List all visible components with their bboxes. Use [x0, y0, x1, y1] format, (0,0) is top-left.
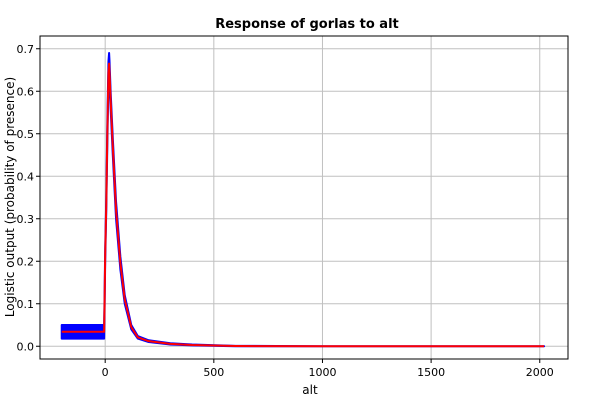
x-tick-label-0: 0 — [102, 366, 109, 379]
x-tick-label-3: 1500 — [417, 366, 445, 379]
mean-response-line-0 — [61, 62, 545, 348]
x-tick-label-2: 1000 — [308, 366, 336, 379]
mean-response-layer — [61, 62, 545, 348]
x-tick-label-1: 500 — [203, 366, 224, 379]
x-axis-label: alt — [302, 383, 318, 397]
y-tick-label-7: 0.7 — [17, 43, 35, 56]
y-tick-label-6: 0.6 — [17, 85, 35, 98]
y-tick-label-0: 0.0 — [17, 340, 35, 353]
x-tick-label-4: 2000 — [526, 366, 554, 379]
y-tick-label-1: 0.1 — [17, 298, 35, 311]
y-tick-label-4: 0.4 — [17, 170, 35, 183]
chart-title: Response of gorlas to alt — [215, 17, 399, 32]
y-axis-label: Logistic output (probability of presence… — [3, 77, 17, 317]
axes: 0 500 1000 1500 2000 0.0 0.1 0.2 0.3 0.4 0.5 0.6 0.7 — [17, 35, 569, 379]
y-tick-label-2: 0.2 — [17, 255, 35, 268]
y-tick-label-3: 0.3 — [17, 213, 35, 226]
plot-frame — [39, 35, 569, 360]
y-tick-label-5: 0.5 — [17, 128, 35, 141]
